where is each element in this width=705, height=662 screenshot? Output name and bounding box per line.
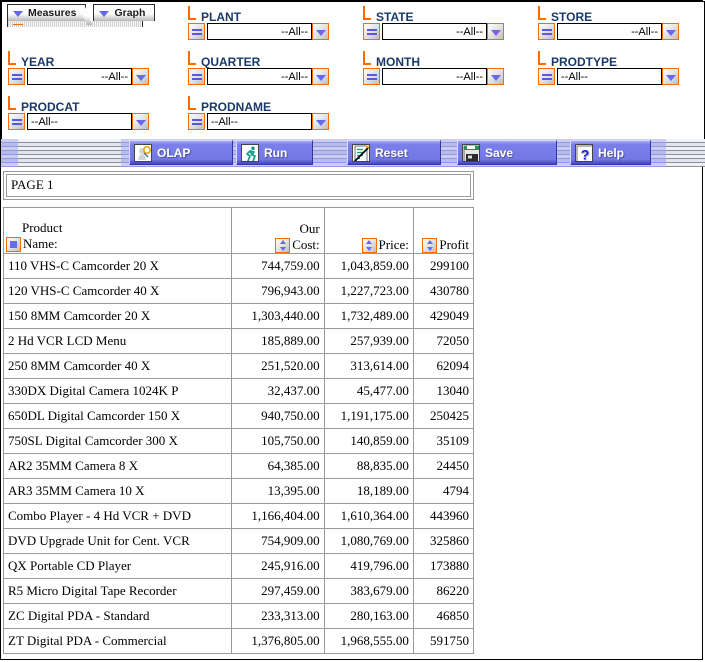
svg-text:?: ?: [581, 146, 590, 162]
